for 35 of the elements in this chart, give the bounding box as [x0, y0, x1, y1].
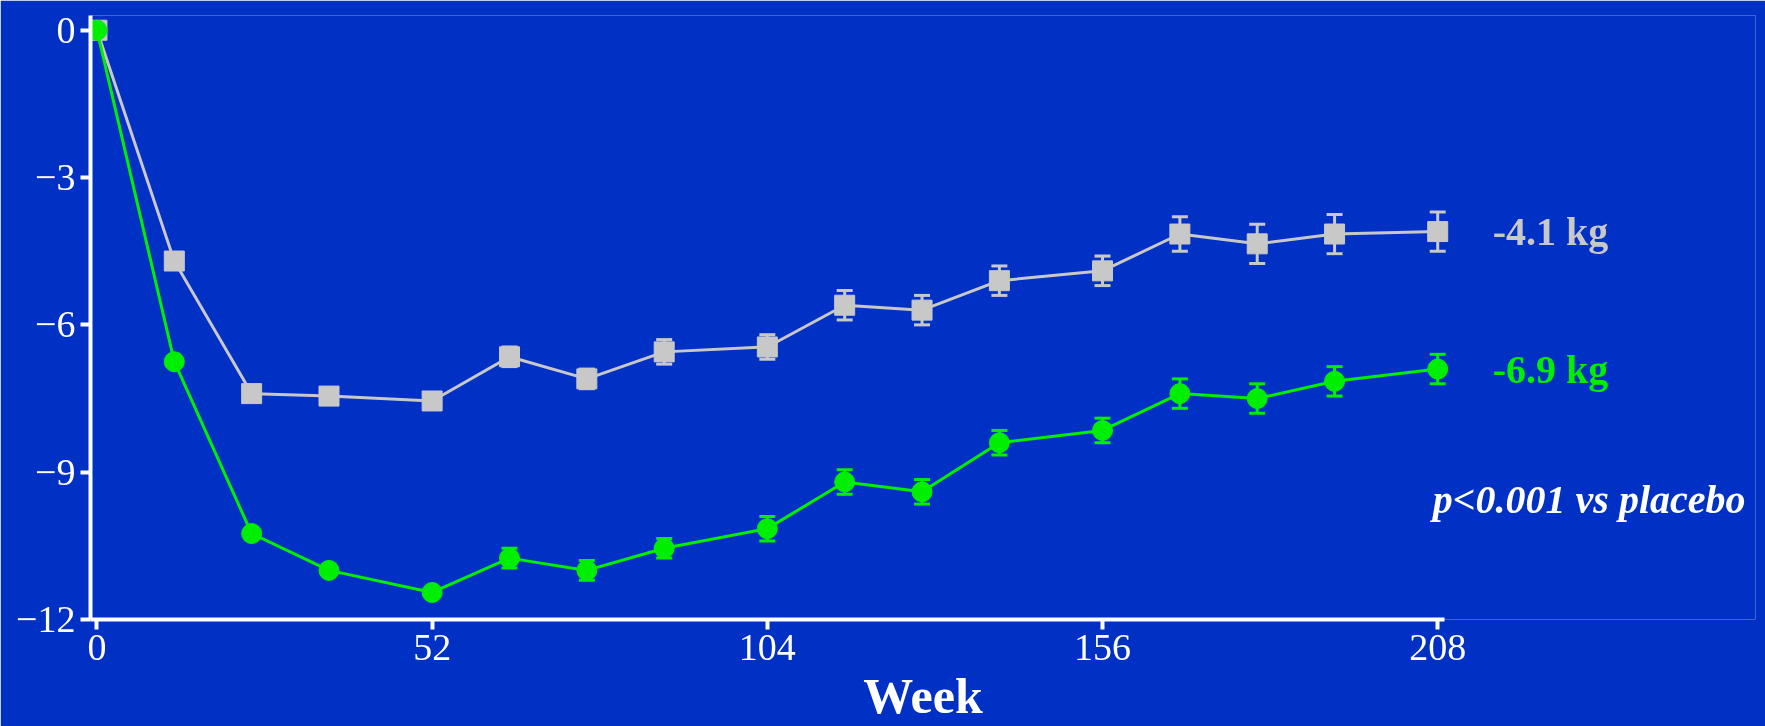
point [318, 559, 340, 581]
x-tick-label: 0 [87, 625, 107, 668]
point [1324, 223, 1346, 245]
x-tick-label: 104 [738, 625, 796, 668]
x-tick-label: 156 [1074, 625, 1132, 668]
point [1092, 260, 1114, 282]
point [241, 383, 263, 405]
point [1324, 370, 1346, 392]
point [834, 294, 856, 316]
x-tick-label: 208 [1409, 625, 1467, 668]
point [163, 250, 185, 272]
point [756, 518, 778, 540]
x-axis-title: Week [863, 667, 983, 724]
annotation: -6.9 kg [1492, 346, 1609, 392]
point [163, 351, 185, 373]
y-tick-label: −6 [35, 303, 76, 346]
point [421, 582, 443, 603]
y-tick-label: 0 [56, 8, 76, 51]
point [1427, 358, 1449, 380]
point [988, 270, 1010, 292]
point [1246, 233, 1268, 255]
annotation: -4.1 kg [1492, 209, 1609, 255]
x-tick-label: 52 [413, 625, 452, 668]
y-tick-label: −3 [35, 156, 76, 199]
y-tick-label: −9 [35, 450, 76, 493]
point [241, 523, 263, 545]
point [1169, 223, 1191, 245]
point [318, 385, 340, 407]
point [911, 299, 933, 321]
point [1427, 221, 1449, 243]
point [1246, 388, 1268, 409]
point [421, 390, 443, 412]
point [1169, 383, 1191, 405]
y-tick-label: −12 [16, 598, 76, 640]
annotation: p<0.001 vs placebo [1429, 477, 1746, 522]
